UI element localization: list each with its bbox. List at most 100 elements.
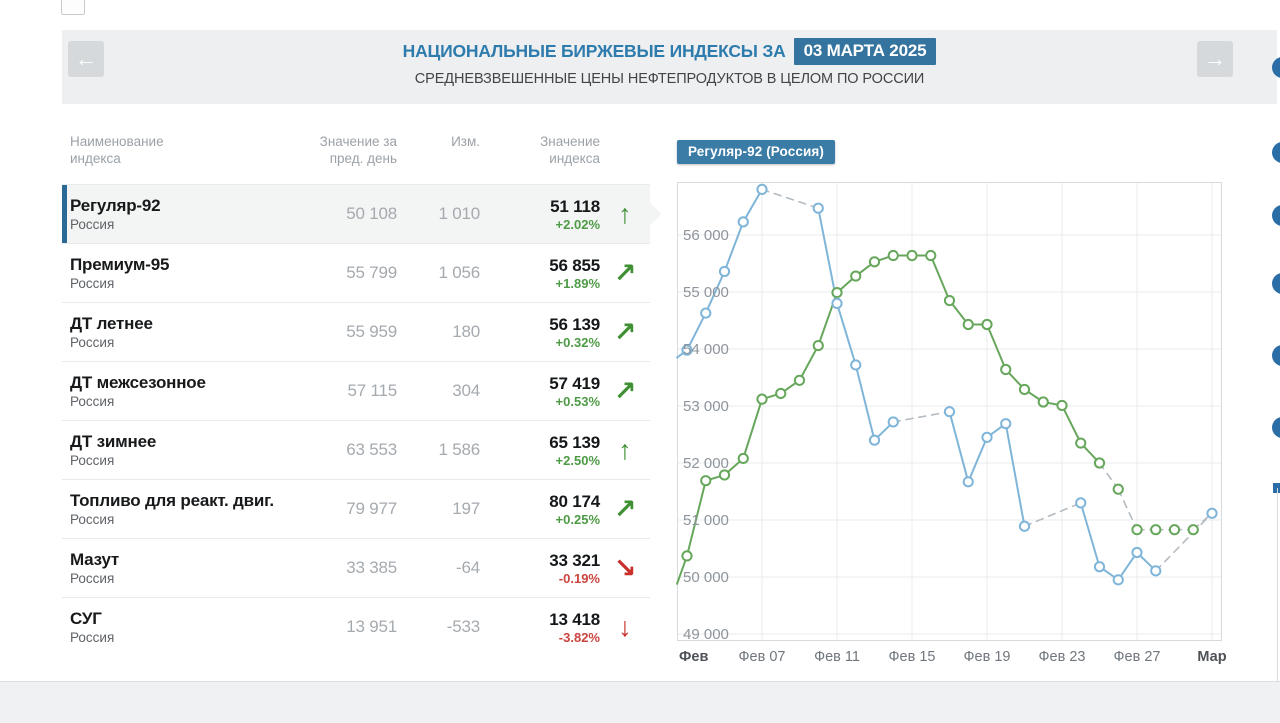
page-title: НАЦИОНАЛЬНЫЕ БИРЖЕВЫЕ ИНДЕКСЫ ЗА <box>402 41 786 61</box>
index-name-cell: ДТ летнее Россия <box>62 314 297 351</box>
percent-change: +1.89% <box>555 275 600 291</box>
prev-day-value: 55 799 <box>346 263 397 282</box>
line-chart: 56 000 55 000 54 000 53 000 52 000 51 000 50 0… <box>676 182 1227 665</box>
svg-text:50 000: 50 000 <box>683 569 729 586</box>
carousel-page-dot[interactable] <box>1272 142 1280 163</box>
card-edge-line <box>1277 488 1278 681</box>
prev-day-value: 57 115 <box>347 381 397 400</box>
index-region: Россия <box>70 570 115 586</box>
index-value: 51 118 <box>550 196 600 216</box>
index-region: Россия <box>70 393 115 409</box>
prev-day-value: 50 108 <box>346 204 397 223</box>
carousel-page-dot[interactable] <box>1272 205 1280 226</box>
index-value: 80 174 <box>549 491 600 511</box>
index-name: ДТ летнее <box>70 313 153 333</box>
footer-strip <box>0 681 1280 723</box>
date-badge: 03 МАРТА 2025 <box>793 38 937 65</box>
percent-change: +2.02% <box>555 216 600 232</box>
change-value: 180 <box>452 322 480 341</box>
percent-change: +0.53% <box>555 393 600 409</box>
index-value-cell: 56 139 +0.32% <box>480 315 600 350</box>
svg-text:Фев 07: Фев 07 <box>739 649 786 665</box>
trend-arrow-icon: ↗ <box>613 375 637 406</box>
change-value: 197 <box>452 499 480 518</box>
svg-text:Фев: Фев <box>679 649 708 665</box>
header-band: ← → НАЦИОНАЛЬНЫЕ БИРЖЕВЫЕ ИНДЕКСЫ ЗА 03 М… <box>62 30 1277 104</box>
change-value: -533 <box>446 617 480 636</box>
table-row[interactable]: Премиум-95 Россия 55 799 1 056 56 855 +1.89% ↗ <box>62 244 650 303</box>
svg-text:49 000: 49 000 <box>683 626 729 643</box>
table-row[interactable]: ДТ зимнее Россия 63 553 1 586 65 139 +2.50% ↑ <box>62 421 650 480</box>
index-name: ДТ межсезонное <box>70 372 206 392</box>
index-name-cell: Премиум-95 Россия <box>62 255 297 292</box>
left-arrow-icon: ← <box>75 46 97 71</box>
svg-text:Фев 15: Фев 15 <box>889 649 936 665</box>
svg-text:Фев 23: Фев 23 <box>1039 649 1086 665</box>
prev-day-value: 79 977 <box>346 499 397 518</box>
change-value: -64 <box>456 558 480 577</box>
index-name-cell: ДТ зимнее Россия <box>62 432 297 469</box>
index-value-cell: 80 174 +0.25% <box>480 492 600 527</box>
col-header-value: Значение индекса <box>540 134 600 166</box>
right-arrow-icon: → <box>1204 46 1226 71</box>
index-name: ДТ зимнее <box>70 431 157 451</box>
table-row[interactable]: Регуляр-92 Россия 50 108 1 010 51 118 +2.02% ↑ <box>62 185 662 244</box>
title-row: НАЦИОНАЛЬНЫЕ БИРЖЕВЫЕ ИНДЕКСЫ ЗА 03 МАРТА… <box>62 38 1277 65</box>
index-value: 65 139 <box>549 432 600 452</box>
index-region: Россия <box>70 511 115 527</box>
percent-change: +0.25% <box>555 511 600 527</box>
index-value-cell: 33 321 -0.19% <box>480 551 600 586</box>
carousel-page-dot[interactable] <box>1272 57 1280 78</box>
index-region: Россия <box>70 275 115 291</box>
prev-day-value: 55 959 <box>346 322 397 341</box>
content-card: Наименование индекса Значение за пред. ден… <box>62 104 1277 681</box>
carousel-page-dot[interactable] <box>1272 417 1280 438</box>
index-name: Регуляр-92 <box>70 195 161 215</box>
table-row[interactable]: Мазут Россия 33 385 -64 33 321 -0.19% ↘ <box>62 539 650 598</box>
index-name-cell: Регуляр-92 Россия <box>62 196 297 233</box>
index-name: СУГ <box>70 608 102 628</box>
svg-text:54 000: 54 000 <box>683 341 729 358</box>
indices-table: Наименование индекса Значение за пред. ден… <box>62 125 662 656</box>
trend-arrow-icon: ↑ <box>618 198 632 229</box>
percent-change: +0.32% <box>555 334 600 350</box>
table-row[interactable]: ДТ межсезонное Россия 57 115 304 57 419 +0.53… <box>62 362 650 421</box>
table-rows: Регуляр-92 Россия 50 108 1 010 51 118 +2.02% ↑… <box>62 184 662 656</box>
table-row[interactable]: Топливо для реакт. двиг. Россия 79 977 197 8… <box>62 480 650 539</box>
change-value: 1 056 <box>438 263 480 282</box>
trend-arrow-icon: ↘ <box>613 552 637 583</box>
prev-day-value: 13 951 <box>346 617 397 636</box>
change-value: 304 <box>452 381 480 400</box>
index-region: Россия <box>70 629 115 645</box>
index-region: Россия <box>70 216 115 232</box>
index-value-cell: 56 855 +1.89% <box>480 256 600 291</box>
index-region: Россия <box>70 452 115 468</box>
index-value: 33 321 <box>549 550 600 570</box>
svg-text:51 000: 51 000 <box>683 512 729 529</box>
prev-slide-button[interactable]: ← <box>68 41 104 77</box>
change-value: 1 586 <box>438 440 480 459</box>
index-name-cell: СУГ Россия <box>62 609 297 646</box>
page-subtitle: СРЕДНЕВЗВЕШЕННЫЕ ЦЕНЫ НЕФТЕПРОДУКТОВ В Ц… <box>414 71 925 87</box>
table-row[interactable]: ДТ летнее Россия 55 959 180 56 139 +0.32% ↗ <box>62 303 650 362</box>
svg-text:56 000: 56 000 <box>683 227 729 244</box>
svg-text:Фев 27: Фев 27 <box>1114 649 1161 665</box>
index-value-cell: 65 139 +2.50% <box>480 433 600 468</box>
table-row[interactable]: СУГ Россия 13 951 -533 13 418 -3.82% ↓ <box>62 598 650 656</box>
svg-text:Фев 19: Фев 19 <box>964 649 1011 665</box>
cropped-edge-element <box>1273 483 1280 493</box>
prev-day-value: 33 385 <box>346 558 397 577</box>
table-header: Наименование индекса Значение за пред. ден… <box>62 125 650 184</box>
change-value: 1 010 <box>438 204 480 223</box>
index-name: Топливо для реакт. двиг. <box>70 490 274 510</box>
index-value: 13 418 <box>549 609 600 629</box>
svg-text:55 000: 55 000 <box>683 284 729 301</box>
carousel-page-dot[interactable] <box>1272 273 1280 294</box>
index-name-cell: Топливо для реакт. двиг. Россия <box>62 491 297 528</box>
carousel-page-dot[interactable] <box>1272 345 1280 366</box>
trend-arrow-icon: ↗ <box>613 257 637 288</box>
next-slide-button[interactable]: → <box>1197 41 1233 77</box>
index-name-cell: Мазут Россия <box>62 550 297 587</box>
index-region: Россия <box>70 334 115 350</box>
